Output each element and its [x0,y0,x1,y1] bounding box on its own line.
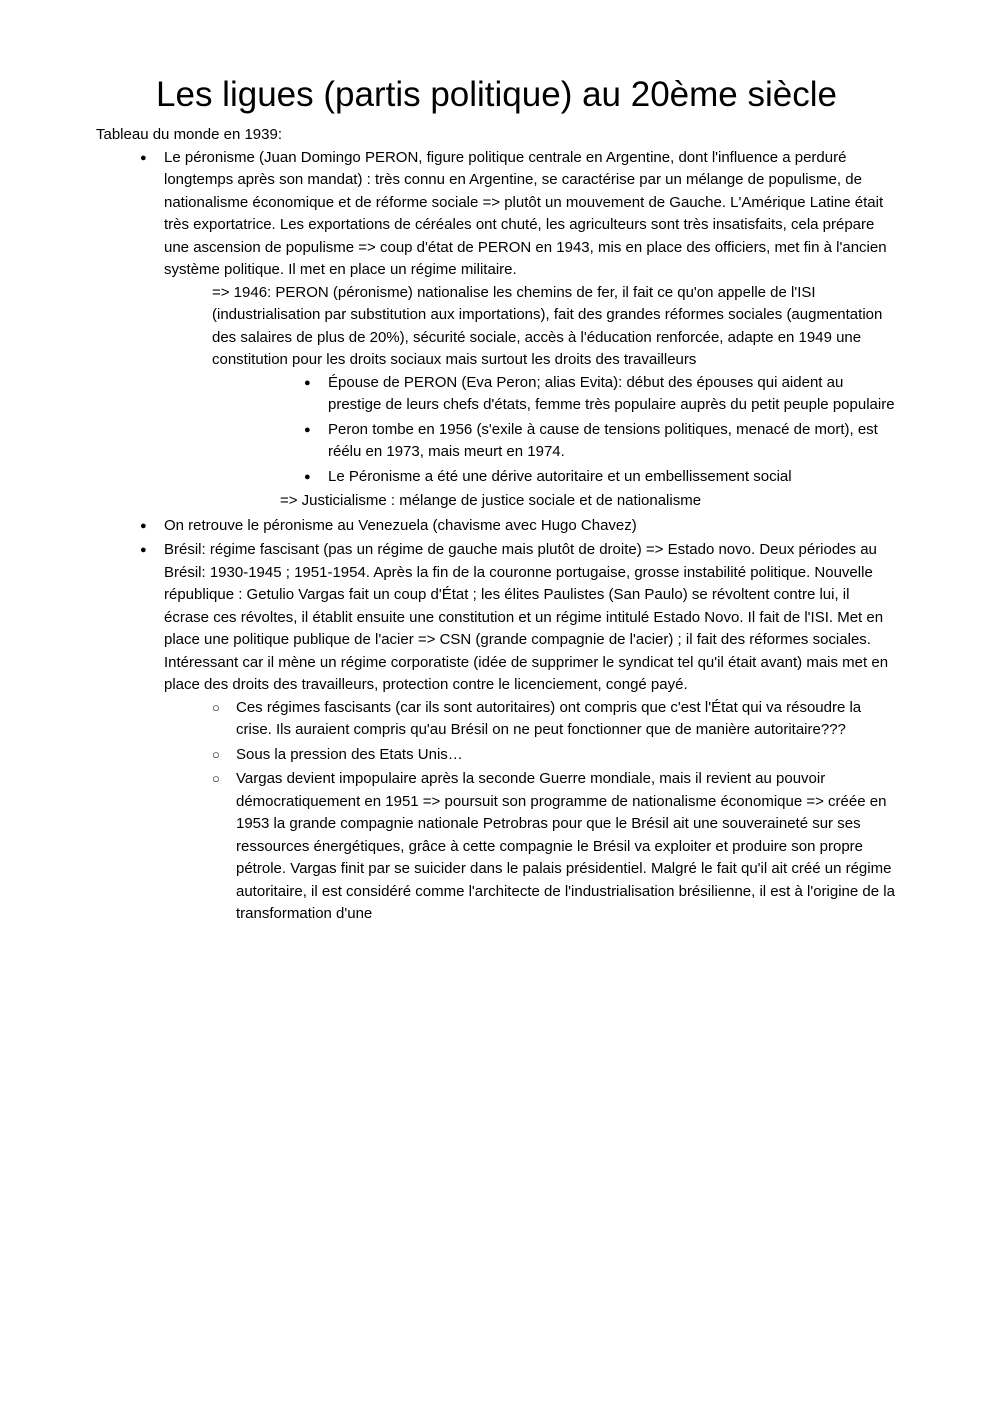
bullet-text: Le péronisme (Juan Domingo PERON, figure… [164,149,887,279]
list-item: Épouse de PERON (Eva Peron; alias Evita)… [304,372,897,417]
bullet-text: Brésil: régime fascisant (pas un régime … [164,541,888,693]
list-item: Le Péronisme a été une dérive autoritair… [304,466,897,489]
list-item: Sous la pression des Etats Unis… [212,744,897,767]
arrow-text: => Justicialisme : mélange de justice so… [164,490,897,513]
page-title: Les ligues (partis politique) au 20ème s… [96,72,897,118]
list-item: Ces régimes fascisants (car ils sont aut… [212,697,897,742]
sub-paragraph: => 1946: PERON (péronisme) nationalise l… [164,282,897,372]
list-item: Le péronisme (Juan Domingo PERON, figure… [140,147,897,513]
list-item: Brésil: régime fascisant (pas un régime … [140,539,897,926]
nested-circle-list: Ces régimes fascisants (car ils sont aut… [164,697,897,926]
main-list: Le péronisme (Juan Domingo PERON, figure… [96,147,897,926]
document-page: Les ligues (partis politique) au 20ème s… [0,0,993,1000]
list-item: Vargas devient impopulaire après la seco… [212,768,897,926]
nested-list: Épouse de PERON (Eva Peron; alias Evita)… [164,372,897,489]
list-item: On retrouve le péronisme au Venezuela (c… [140,515,897,538]
intro-text: Tableau du monde en 1939: [96,126,897,143]
list-item: Peron tombe en 1956 (s'exile à cause de … [304,419,897,464]
